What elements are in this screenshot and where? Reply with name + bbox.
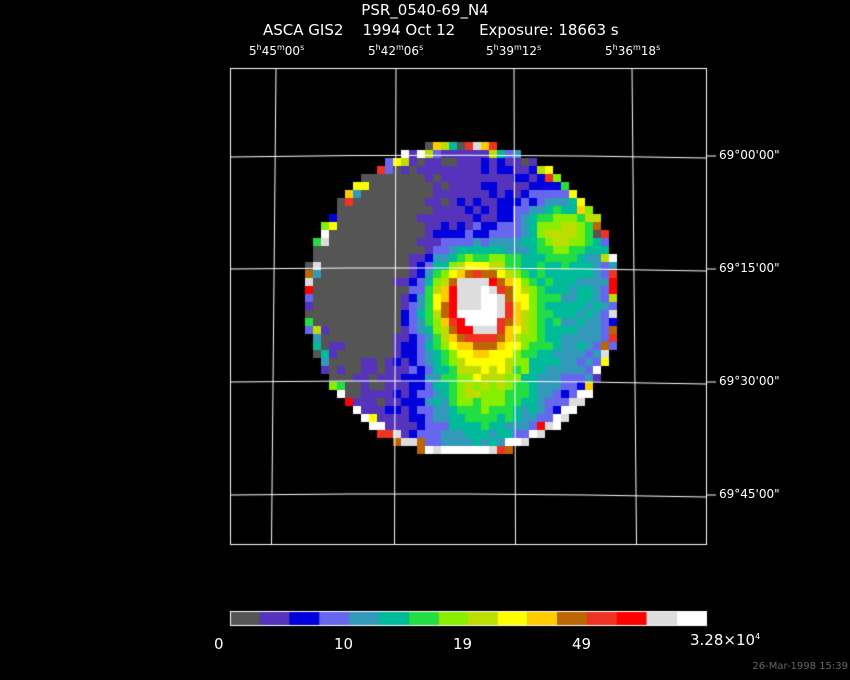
dec-label-3: 69°30'00"	[719, 374, 780, 388]
dec-label-2: 69°15'00"	[719, 261, 780, 275]
ra-label-3: 5h39m12s	[486, 43, 542, 59]
image-title: PSR_0540-69_N4	[361, 1, 489, 19]
colorbar-label-4: 49	[572, 635, 592, 653]
colorbar-max-label: 3.28×104	[690, 631, 761, 649]
colorbar-label-3: 19	[453, 635, 473, 653]
dec-label-1: 69°00'00"	[719, 148, 780, 162]
timestamp-footer: 26-Mar-1998 15:39	[752, 661, 848, 672]
image-subtitle: ASCA GIS2 1994 Oct 12 Exposure: 18663 s	[263, 21, 619, 39]
exposure-label: Exposure: 18663 s	[479, 21, 619, 39]
ra-label-1: 5h45m00s	[249, 43, 305, 59]
ra-label-2: 5h42m06s	[368, 43, 424, 59]
date-label: 1994 Oct 12	[362, 21, 456, 39]
dec-label-4: 69°45'00"	[719, 487, 780, 501]
instrument-label: ASCA GIS2	[263, 21, 344, 39]
colorbar-label-2: 10	[334, 635, 354, 653]
ra-label-4: 5h36m18s	[605, 43, 661, 59]
colorbar-label-1: 0	[214, 635, 224, 653]
